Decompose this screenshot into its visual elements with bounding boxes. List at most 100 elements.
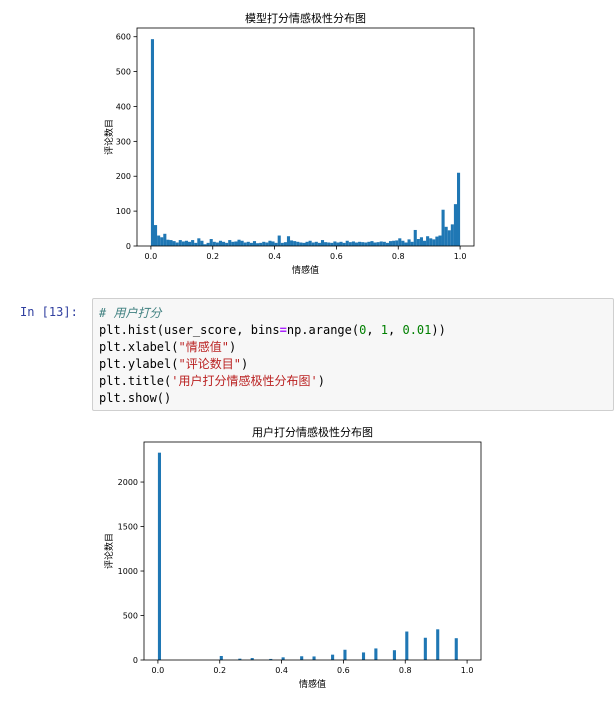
histogram-bar <box>392 240 396 246</box>
histogram-bar <box>293 241 297 246</box>
code-text: ) <box>317 374 325 388</box>
histogram-bar <box>314 241 318 246</box>
histogram-bar <box>422 240 427 246</box>
chart-title: 模型打分情感极性分布图 <box>245 11 366 25</box>
y-tick-label: 600 <box>116 33 131 42</box>
histogram-bar <box>215 242 219 246</box>
histogram-bar <box>441 209 445 246</box>
histogram-bar <box>249 242 253 246</box>
histogram-bar <box>453 204 457 246</box>
histogram-bar <box>281 657 285 660</box>
histogram-bar <box>367 241 371 246</box>
histogram-bar <box>283 242 287 246</box>
histogram-bar <box>342 242 346 246</box>
histogram-bar <box>361 242 365 246</box>
histogram-bar <box>370 241 374 246</box>
code-text: plt.ylabel( <box>99 357 179 371</box>
code-comment: # 用户打分 <box>99 306 162 320</box>
code-text: np.arange( <box>286 323 360 337</box>
histogram-bar <box>312 656 316 660</box>
histogram-bar <box>385 242 389 246</box>
y-axis-label: 评论数目 <box>103 119 115 155</box>
histogram-bar <box>256 243 260 246</box>
x-tick-label: 0.0 <box>152 666 165 675</box>
histogram-bar <box>277 235 281 246</box>
x-tick-label: 0.4 <box>275 666 288 675</box>
histogram-bar <box>166 239 170 246</box>
histogram-bar <box>302 242 306 246</box>
y-tick-label: 1500 <box>118 523 138 532</box>
x-tick-label: 0.8 <box>399 666 412 675</box>
histogram-bar <box>311 242 315 246</box>
histogram-bar <box>308 240 312 246</box>
histogram-bar <box>405 631 409 660</box>
histogram-bar <box>404 242 408 246</box>
code-string: '用户打分情感极性分布图' <box>171 374 318 388</box>
y-tick-label: 300 <box>116 137 131 146</box>
histogram-bar <box>444 226 448 246</box>
histogram-bar <box>401 240 405 246</box>
histogram-bar <box>374 648 378 660</box>
code-text: )) <box>431 323 446 337</box>
code-cell[interactable]: # 用户打分 plt.hist(user_score, bins=np.aran… <box>92 298 614 411</box>
histogram-bar <box>274 242 278 246</box>
code-text: plt.xlabel( <box>99 340 179 354</box>
histogram-bar <box>456 172 461 246</box>
y-tick-label: 400 <box>116 102 131 111</box>
histogram-bar <box>320 240 325 246</box>
histogram-bar <box>330 242 334 246</box>
histogram-bar <box>243 242 247 246</box>
histogram-bar <box>299 242 303 246</box>
histogram-bar <box>331 654 335 660</box>
histogram-bar <box>398 238 402 246</box>
histogram-bar <box>364 242 368 246</box>
code-text: ) <box>228 340 237 354</box>
code-number: 1 <box>380 323 389 337</box>
histogram-bar <box>237 239 241 246</box>
histogram-bar <box>382 241 386 246</box>
x-axis-label: 情感值 <box>299 678 326 690</box>
x-tick-label: 0.8 <box>392 252 405 261</box>
histogram-bar <box>191 240 195 246</box>
histogram-bar <box>175 242 179 246</box>
histogram-bar <box>388 241 393 246</box>
plot-frame <box>143 441 482 661</box>
code-number: 0 <box>359 323 367 337</box>
histogram-bar <box>252 241 257 246</box>
histogram-bar <box>423 637 427 660</box>
histogram-bar <box>178 240 182 246</box>
code-number: 0.01 <box>402 323 432 337</box>
y-tick-label: 0 <box>126 242 131 251</box>
histogram-bar <box>172 241 176 246</box>
histogram-bar <box>373 242 377 246</box>
code-text: plt.show() <box>99 391 172 405</box>
code-text: plt.title( <box>99 374 172 388</box>
y-axis-label: 评论数目 <box>103 533 115 569</box>
histogram-bar <box>222 241 226 246</box>
histogram-bar <box>324 242 328 246</box>
histogram-bar <box>345 240 349 246</box>
histogram-bar <box>200 240 204 246</box>
histogram-bar <box>246 241 250 246</box>
histogram-bar <box>238 658 242 660</box>
y-tick-label: 2000 <box>118 478 138 487</box>
histogram-bar <box>410 241 414 246</box>
histogram-bar <box>228 240 232 246</box>
histogram-bar <box>348 242 352 246</box>
x-tick-label: 0.0 <box>145 252 158 261</box>
x-tick-label: 0.4 <box>268 252 281 261</box>
histogram-bar <box>358 241 362 246</box>
histogram-bar <box>454 638 458 660</box>
histogram-bar <box>296 241 300 246</box>
histogram-bar <box>240 240 244 246</box>
histogram-bar <box>169 240 173 246</box>
histogram-bar <box>286 236 291 246</box>
histogram-bar <box>271 241 275 246</box>
histogram-bar <box>259 242 263 246</box>
histogram-bar <box>218 240 223 246</box>
model-score-histogram: 模型打分情感极性分布图 0.0 0.2 0.4 0.6 0.8 1.0 0 100 200 300 4… <box>103 11 475 276</box>
histogram-bar <box>300 656 304 660</box>
code-text: plt.hist(user_score, bins <box>99 323 280 337</box>
histogram-bar <box>432 239 436 246</box>
histogram-bar <box>407 239 411 246</box>
